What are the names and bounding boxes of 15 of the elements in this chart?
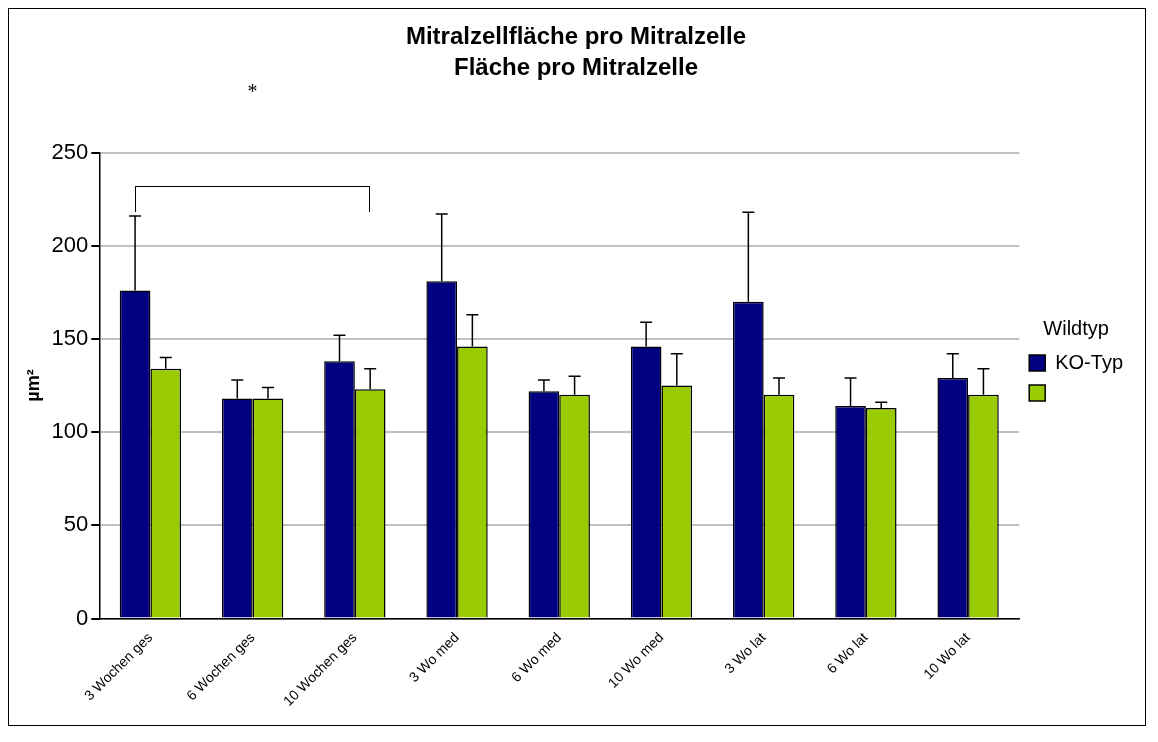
y-tick-label: 0 [76,604,89,630]
y-axis-title: µm² [22,369,43,402]
y-tick-label: 50 [63,511,89,537]
y-tick-label: 250 [51,138,89,164]
legend-label: KO-Typ [1055,350,1123,373]
x-tick-label: 6 Wo lat [823,628,871,677]
chart-subtitle: Fläche pro Mitralzelle [453,52,699,80]
text: * [247,79,258,102]
y-tick-label: 100 [51,418,89,444]
y-tick-label: 200 [51,231,89,257]
legend-title: Wildtyp [1043,316,1109,339]
y-tick-label: 150 [51,325,89,351]
x-tick-label: 10 Wo lat [920,628,974,682]
chart-title: Mitralzellfläche pro Mitralzelle [405,22,747,50]
x-tick-label: 3 Wo lat [721,628,769,677]
